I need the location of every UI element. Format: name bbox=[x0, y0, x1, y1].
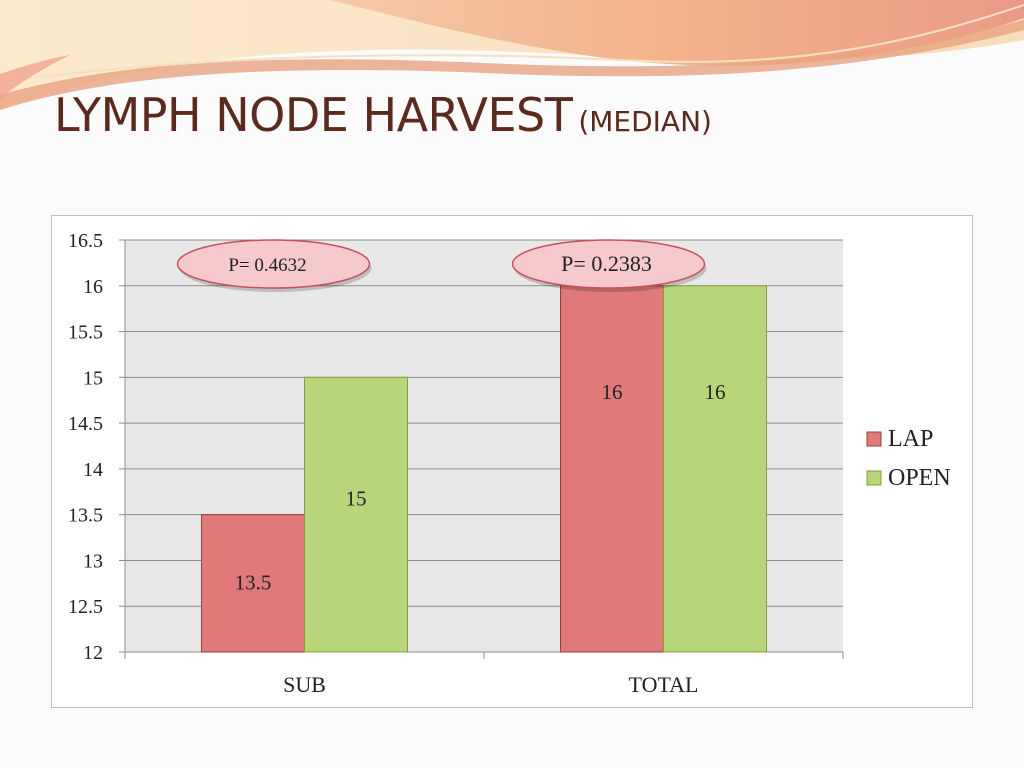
p-value-callout bbox=[176, 239, 371, 289]
legend-label-lap: LAP bbox=[888, 426, 933, 452]
bar-open-sub bbox=[304, 376, 408, 653]
data-label: 15 bbox=[346, 486, 367, 510]
slide-title-main: LYMPH NODE HARVEST bbox=[54, 88, 573, 142]
y-tick-label: 12 bbox=[83, 642, 103, 664]
legend-swatch-lap bbox=[866, 431, 882, 447]
bar-lap-total bbox=[560, 285, 664, 653]
y-tick-label: 14.5 bbox=[68, 413, 103, 435]
slide-title-sub: (MEDIAN) bbox=[578, 105, 712, 138]
legend-label-open: OPEN bbox=[888, 465, 951, 491]
y-tick-label: 13 bbox=[83, 550, 103, 572]
data-label: 16 bbox=[602, 380, 623, 404]
y-tick-label: 15 bbox=[83, 367, 103, 389]
y-tick-label: 16.5 bbox=[68, 230, 103, 252]
p-value-callout bbox=[511, 239, 706, 289]
bar-open-total bbox=[663, 285, 767, 653]
slide-title: LYMPH NODE HARVEST (MEDIAN) bbox=[54, 88, 712, 142]
chart-frame: 12 12.5 13 13.5 14 14.5 15 15.5 16 16.5 13.5 15 SUB 1… bbox=[51, 215, 973, 708]
p-value-label: P= 0.4632 bbox=[228, 255, 306, 276]
bar-chart: 12 12.5 13 13.5 14 14.5 15 15.5 16 16.5 13.5 15 SUB 1… bbox=[68, 230, 951, 697]
x-tick-label: TOTAL bbox=[629, 672, 699, 697]
y-tick-label: 15.5 bbox=[68, 322, 103, 344]
x-tick-label: SUB bbox=[283, 672, 326, 697]
p-value-label: P= 0.2383 bbox=[561, 251, 652, 276]
data-label: 16 bbox=[705, 380, 726, 404]
y-tick-label: 12.5 bbox=[68, 596, 103, 618]
y-tick-label: 14 bbox=[83, 459, 103, 481]
data-label: 13.5 bbox=[235, 571, 272, 595]
y-tick-label: 16 bbox=[83, 276, 103, 298]
bar-lap-sub bbox=[201, 514, 305, 653]
legend-swatch-open bbox=[866, 470, 882, 486]
y-tick-label: 13.5 bbox=[68, 505, 103, 527]
